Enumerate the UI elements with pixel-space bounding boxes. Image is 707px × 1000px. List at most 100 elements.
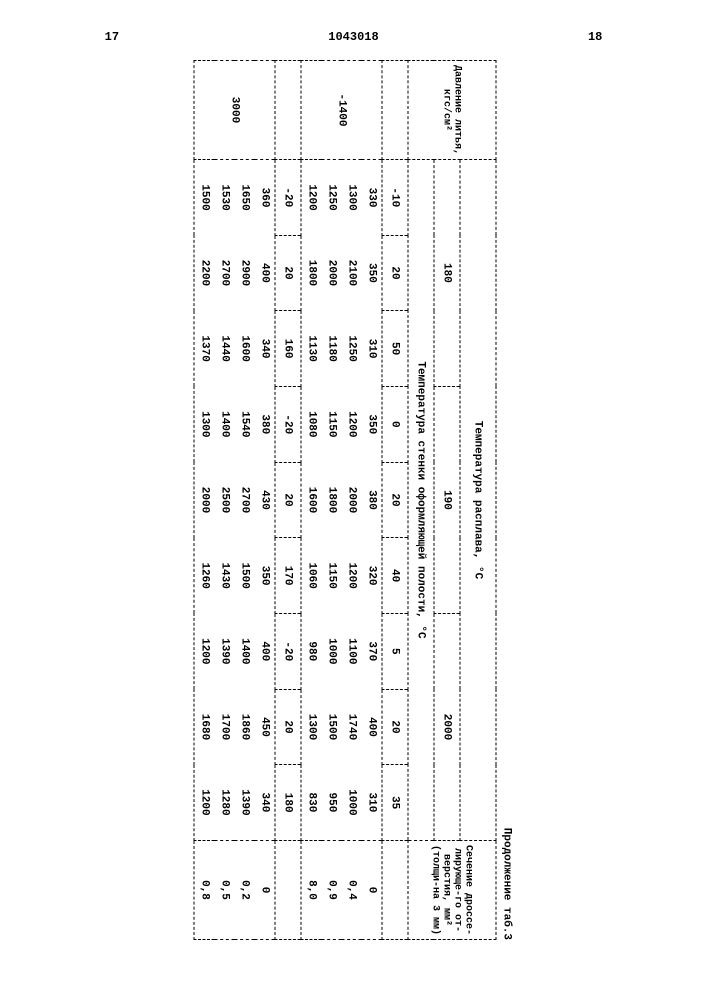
col-section-header: Сечение дроссе-лирующе-го от-верстия, мм…: [408, 841, 496, 940]
data-cell: 350: [255, 538, 276, 614]
data-cell: 1200: [342, 386, 362, 462]
sub-temp-2: 160: [275, 311, 301, 387]
data-cell: 1080: [301, 386, 322, 462]
data-cell: 2500: [215, 462, 235, 538]
data-cell: 1300: [194, 386, 215, 462]
data-cell: 400: [362, 689, 383, 765]
data-cell: 0,2: [235, 841, 255, 940]
wall-temp-8: 35: [382, 765, 408, 841]
melt-temp-1: 190: [434, 386, 460, 613]
wall-temp-2: 50: [382, 311, 408, 387]
data-cell: 1680: [194, 689, 215, 765]
data-cell: 2700: [215, 235, 235, 311]
sub-temp-4: 20: [275, 462, 301, 538]
wall-temp-0: -10: [382, 159, 408, 235]
data-cell: 0: [362, 841, 383, 940]
data-cell: 400: [255, 613, 276, 689]
data-cell: 330: [362, 159, 383, 235]
data-cell: 1300: [301, 689, 322, 765]
doc-number: 1043018: [328, 30, 378, 44]
empty-cell: [275, 61, 301, 160]
data-cell: 2000: [322, 235, 342, 311]
melt-temp-0: 180: [434, 159, 460, 386]
data-cell: 340: [255, 311, 276, 387]
wall-temp-1: 20: [382, 235, 408, 311]
data-cell: 1150: [322, 538, 342, 614]
data-cell: 1650: [235, 159, 255, 235]
data-cell: 1390: [235, 765, 255, 841]
data-cell: 310: [362, 311, 383, 387]
data-cell: 1200: [194, 765, 215, 841]
data-cell: 430: [255, 462, 276, 538]
data-cell: 0,5: [215, 841, 235, 940]
data-cell: 1060: [301, 538, 322, 614]
data-cell: 0,8: [194, 841, 215, 940]
data-cell: 1280: [215, 765, 235, 841]
data-cell: 8,0: [301, 841, 322, 940]
pressure-1: -1400: [301, 61, 382, 160]
data-cell: 1500: [235, 538, 255, 614]
pressure-2: 3000: [194, 61, 275, 160]
sub-temp-7: 20: [275, 689, 301, 765]
data-cell: 2000: [342, 462, 362, 538]
col-melt-temp-header: Температура расплава, °С: [460, 159, 496, 840]
data-table: Давление литья, кгс/см² Температура расп…: [194, 60, 497, 940]
data-cell: 2100: [342, 235, 362, 311]
sub-temp-3: -20: [275, 386, 301, 462]
data-cell: 980: [301, 613, 322, 689]
data-cell: 350: [362, 235, 383, 311]
data-cell: 1530: [215, 159, 235, 235]
data-cell: 1200: [301, 159, 322, 235]
wall-temp-5: 40: [382, 538, 408, 614]
data-cell: 1500: [322, 689, 342, 765]
data-cell: 1800: [322, 462, 342, 538]
sub-temp-6: -20: [275, 613, 301, 689]
data-cell: 1430: [215, 538, 235, 614]
data-cell: 310: [362, 765, 383, 841]
data-cell: 1250: [342, 311, 362, 387]
data-cell: 1860: [235, 689, 255, 765]
data-cell: 1390: [215, 613, 235, 689]
data-cell: 380: [255, 386, 276, 462]
data-cell: 830: [301, 765, 322, 841]
wall-temp-3: 0: [382, 386, 408, 462]
data-cell: 1200: [342, 538, 362, 614]
data-cell: 2900: [235, 235, 255, 311]
page-num-left: 17: [105, 30, 119, 44]
sub-temp-5: 170: [275, 538, 301, 614]
data-cell: 380: [362, 462, 383, 538]
data-cell: 1260: [194, 538, 215, 614]
table-caption: Продолжение таб.3: [501, 60, 513, 940]
data-cell: 1400: [215, 386, 235, 462]
data-cell: 350: [362, 386, 383, 462]
data-cell: 1000: [322, 613, 342, 689]
empty-cell: [382, 841, 408, 940]
data-cell: 1000: [342, 765, 362, 841]
wall-temp-7: 20: [382, 689, 408, 765]
data-cell: 2700: [235, 462, 255, 538]
data-cell: 370: [362, 613, 383, 689]
data-cell: 400: [255, 235, 276, 311]
data-cell: 1740: [342, 689, 362, 765]
data-cell: 1500: [194, 159, 215, 235]
data-cell: 2000: [194, 462, 215, 538]
data-cell: 0,9: [322, 841, 342, 940]
table-container: Продолжение таб.3 Давление литья, кгс/см…: [194, 60, 513, 940]
data-cell: 1250: [322, 159, 342, 235]
data-cell: 0: [255, 841, 276, 940]
wall-temp-4: 20: [382, 462, 408, 538]
data-cell: 1100: [342, 613, 362, 689]
data-cell: 360: [255, 159, 276, 235]
col-pressure-header: Давление литья, кгс/см²: [408, 61, 496, 160]
col-wall-temp-header: Температура стенки оформляющей полости, …: [408, 159, 434, 840]
data-cell: 2200: [194, 235, 215, 311]
data-cell: 340: [255, 765, 276, 841]
data-cell: 1400: [235, 613, 255, 689]
data-cell: 1150: [322, 386, 342, 462]
wall-temp-6: 5: [382, 613, 408, 689]
data-cell: 1200: [194, 613, 215, 689]
melt-temp-2: 2000: [434, 613, 460, 840]
data-cell: 1600: [301, 462, 322, 538]
data-cell: 1300: [342, 159, 362, 235]
data-cell: 1180: [322, 311, 342, 387]
